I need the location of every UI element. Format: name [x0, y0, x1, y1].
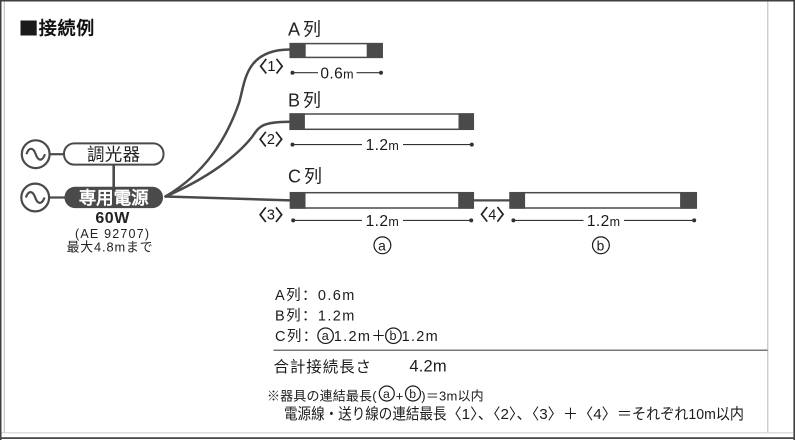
svg-text:)＝3m以内: )＝3m以内: [421, 388, 484, 403]
svg-text:2: 2: [267, 132, 275, 148]
svg-text:b: b: [597, 238, 605, 253]
svg-text:3: 3: [267, 208, 275, 224]
svg-text:a: a: [383, 387, 390, 401]
svg-text:b: b: [409, 387, 416, 401]
svg-text:a: a: [378, 238, 386, 253]
svg-text:60W: 60W: [95, 210, 130, 227]
svg-text:4: 4: [488, 207, 496, 223]
svg-text:+: +: [396, 388, 404, 403]
svg-text:C列：: C列：: [275, 328, 319, 345]
svg-text:※器具の連結最長(: ※器具の連結最長(: [267, 388, 377, 403]
svg-text:電源線・送り線の連結最長〈1〉、〈2〉、〈3〉＋〈4〉＝それ: 電源線・送り線の連結最長〈1〉、〈2〉、〈3〉＋〈4〉＝それぞれ10m以内: [284, 406, 744, 423]
svg-text:A列：0.6m: A列：0.6m: [275, 287, 356, 304]
svg-text:合計接続長さ: 合計接続長さ: [274, 358, 372, 376]
svg-text:(AE 92707): (AE 92707): [75, 227, 150, 241]
svg-text:1: 1: [267, 59, 275, 75]
svg-text:最大4.8mまで: 最大4.8mまで: [67, 239, 154, 254]
svg-text:接続例: 接続例: [39, 18, 95, 39]
svg-text:1.2m: 1.2m: [587, 213, 621, 230]
svg-text:b: b: [389, 329, 396, 343]
svg-text:4.2m: 4.2m: [409, 358, 446, 376]
svg-text:0.6m: 0.6m: [320, 65, 354, 82]
svg-text:1.2m＋: 1.2m＋: [334, 329, 387, 345]
svg-text:調光器: 調光器: [87, 144, 140, 164]
svg-text:専用電源: 専用電源: [79, 188, 149, 208]
svg-text:1.2m: 1.2m: [366, 137, 400, 154]
svg-text:1.2m: 1.2m: [366, 213, 400, 230]
svg-text:1.2m: 1.2m: [402, 329, 439, 345]
svg-text:A列: A列: [288, 20, 324, 40]
svg-text:a: a: [322, 329, 329, 343]
svg-text:B列：1.2m: B列：1.2m: [275, 308, 356, 325]
svg-text:B列: B列: [288, 91, 324, 111]
svg-text:C列: C列: [288, 166, 325, 186]
